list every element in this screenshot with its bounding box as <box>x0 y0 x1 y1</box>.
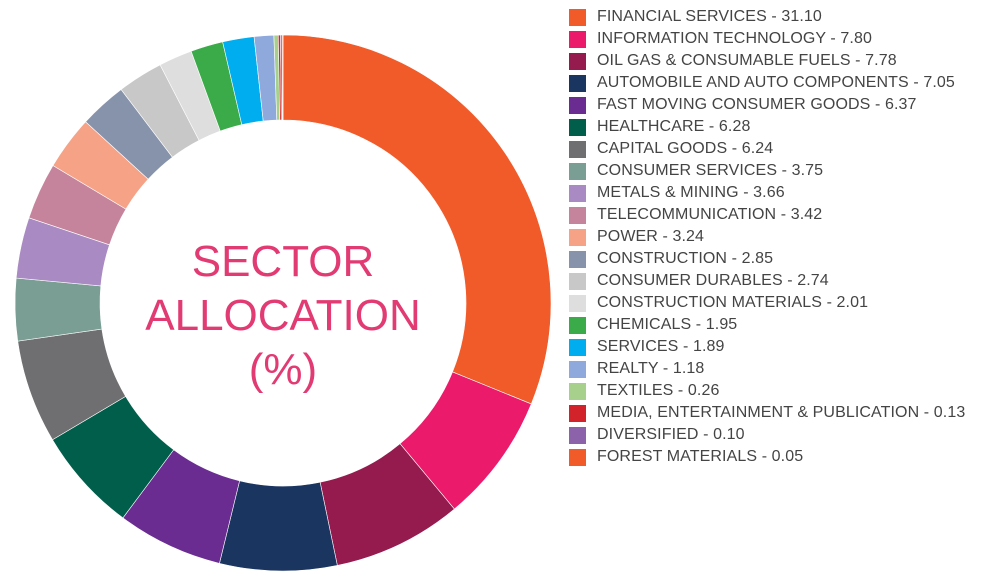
legend-item: MEDIA, ENTERTAINMENT & PUBLICATION - 0.1… <box>569 402 969 424</box>
legend-item: DIVERSIFIED - 0.10 <box>569 424 969 446</box>
legend-label: FINANCIAL SERVICES - 31.10 <box>597 8 822 25</box>
legend-label: HEALTHCARE - 6.28 <box>597 118 751 135</box>
legend-label: CONSTRUCTION MATERIALS - 2.01 <box>597 294 869 311</box>
legend-swatch <box>569 141 586 158</box>
legend-label: SERVICES - 1.89 <box>597 338 725 355</box>
legend-label: CONSTRUCTION - 2.85 <box>597 250 774 267</box>
legend-swatch <box>569 449 586 466</box>
legend-label: METALS & MINING - 3.66 <box>597 184 785 201</box>
legend-item: POWER - 3.24 <box>569 226 969 248</box>
legend-item: SERVICES - 1.89 <box>569 336 969 358</box>
chart-title-line: ALLOCATION <box>145 291 421 340</box>
legend-label: INFORMATION TECHNOLOGY - 7.80 <box>597 30 872 47</box>
legend-swatch <box>569 163 586 180</box>
legend-label: CONSUMER SERVICES - 3.75 <box>597 162 824 179</box>
legend-item: CONSUMER SERVICES - 3.75 <box>569 160 969 182</box>
legend-swatch <box>569 427 586 444</box>
legend-item: CONSTRUCTION - 2.85 <box>569 248 969 270</box>
legend-item: METALS & MINING - 3.66 <box>569 182 969 204</box>
legend-item: REALTY - 1.18 <box>569 358 969 380</box>
legend-swatch <box>569 53 586 70</box>
legend-swatch <box>569 31 586 48</box>
legend-swatch <box>569 75 586 92</box>
legend-swatch <box>569 273 586 290</box>
legend-label: TELECOMMUNICATION - 3.42 <box>597 206 823 223</box>
legend-item: AUTOMOBILE AND AUTO COMPONENTS - 7.05 <box>569 72 969 94</box>
legend-item: CHEMICALS - 1.95 <box>569 314 969 336</box>
legend-swatch <box>569 185 586 202</box>
legend-item: HEALTHCARE - 6.28 <box>569 116 969 138</box>
legend-swatch <box>569 97 586 114</box>
legend-swatch <box>569 9 586 26</box>
legend-label: CAPITAL GOODS - 6.24 <box>597 140 774 157</box>
legend-item: CONSUMER DURABLES - 2.74 <box>569 270 969 292</box>
chart-title-line: SECTOR <box>191 237 375 286</box>
legend-item: INFORMATION TECHNOLOGY - 7.80 <box>569 28 969 50</box>
legend-item: FOREST MATERIALS - 0.05 <box>569 446 969 468</box>
legend-label: AUTOMOBILE AND AUTO COMPONENTS - 7.05 <box>597 74 955 91</box>
legend-item: FAST MOVING CONSUMER GOODS - 6.37 <box>569 94 969 116</box>
donut-slice-forest-materials <box>281 34 284 121</box>
legend-swatch <box>569 405 586 422</box>
legend-label: FOREST MATERIALS - 0.05 <box>597 448 804 465</box>
legend: FINANCIAL SERVICES - 31.10 INFORMATION TE… <box>569 6 969 468</box>
legend-item: CONSTRUCTION MATERIALS - 2.01 <box>569 292 969 314</box>
legend-label: TEXTILES - 0.26 <box>597 382 720 399</box>
legend-label: REALTY - 1.18 <box>597 360 705 377</box>
legend-label: POWER - 3.24 <box>597 228 705 245</box>
legend-label: FAST MOVING CONSUMER GOODS - 6.37 <box>597 96 917 113</box>
legend-item: CAPITAL GOODS - 6.24 <box>569 138 969 160</box>
legend-item: TELECOMMUNICATION - 3.42 <box>569 204 969 226</box>
legend-swatch <box>569 229 586 246</box>
legend-swatch <box>569 317 586 334</box>
legend-label: CONSUMER DURABLES - 2.74 <box>597 272 829 289</box>
legend-label: DIVERSIFIED - 0.10 <box>597 426 745 443</box>
legend-label: CHEMICALS - 1.95 <box>597 316 738 333</box>
legend-label: MEDIA, ENTERTAINMENT & PUBLICATION - 0.1… <box>597 404 966 421</box>
legend-swatch <box>569 361 586 378</box>
legend-item: OIL GAS & CONSUMABLE FUELS - 7.78 <box>569 50 969 72</box>
chart-title-line: (%) <box>248 345 318 394</box>
legend-swatch <box>569 251 586 268</box>
donut-chart <box>14 34 552 572</box>
donut-slice-financial-services <box>282 34 552 405</box>
legend-swatch <box>569 383 586 400</box>
legend-swatch <box>569 207 586 224</box>
legend-swatch <box>569 339 586 356</box>
legend-label: OIL GAS & CONSUMABLE FUELS - 7.78 <box>597 52 897 69</box>
legend-item: TEXTILES - 0.26 <box>569 380 969 402</box>
chart-title: SECTOR ALLOCATION (%) <box>133 235 433 397</box>
legend-swatch <box>569 295 586 312</box>
legend-item: FINANCIAL SERVICES - 31.10 <box>569 6 969 28</box>
donut-slice-automobile-and-auto-components <box>219 480 338 572</box>
legend-swatch <box>569 119 586 136</box>
